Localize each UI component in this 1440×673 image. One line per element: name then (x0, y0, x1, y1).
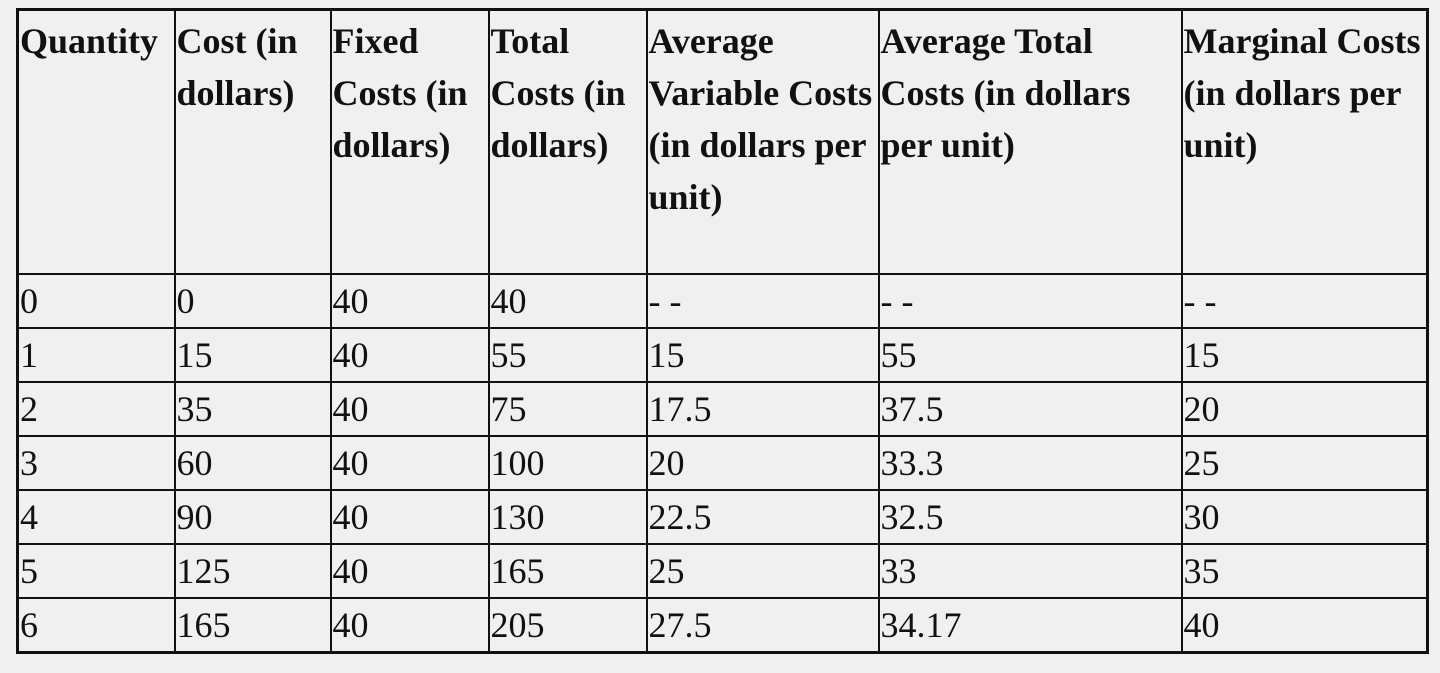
table-row: 6 165 40 205 27.5 34.17 40 (16, 597, 1429, 654)
cell-marginal-costs: 20 (1180, 381, 1429, 437)
cell-marginal-costs: 25 (1180, 435, 1429, 491)
cell-cost: 0 (173, 273, 332, 329)
cell-marginal-costs: - - (1180, 273, 1429, 329)
cell-marginal-costs: 40 (1180, 597, 1429, 654)
cell-average-total-costs: 33 (877, 543, 1183, 599)
cell-fixed-costs: 40 (329, 381, 490, 437)
table-row: 0 0 40 40 - - - - - - (16, 273, 1429, 329)
table-row: 1 15 40 55 15 55 15 (16, 327, 1429, 383)
table-row: 3 60 40 100 20 33.3 25 (16, 435, 1429, 491)
cell-cost: 165 (173, 597, 332, 654)
cell-marginal-costs: 15 (1180, 327, 1429, 383)
cell-average-variable-costs: 15 (645, 327, 880, 383)
cell-fixed-costs: 40 (329, 327, 490, 383)
cell-total-costs: 205 (487, 597, 648, 654)
cell-fixed-costs: 40 (329, 489, 490, 545)
cell-total-costs: 165 (487, 543, 648, 599)
header-cost: Cost (in dollars) (173, 8, 332, 275)
cell-average-variable-costs: 27.5 (645, 597, 880, 654)
header-total-costs: Total Costs (in dollars) (487, 8, 648, 275)
cell-cost: 90 (173, 489, 332, 545)
table-row: 4 90 40 130 22.5 32.5 30 (16, 489, 1429, 545)
cell-total-costs: 130 (487, 489, 648, 545)
header-marginal-costs: Marginal Costs (in dollars per unit) (1180, 8, 1429, 275)
cell-quantity: 6 (16, 597, 176, 654)
cost-table-container: Quantity Cost (in dollars) Fixed Costs (… (16, 8, 1429, 654)
header-fixed-costs: Fixed Costs (in dollars) (329, 8, 490, 275)
cell-average-variable-costs: 25 (645, 543, 880, 599)
table-row: 5 125 40 165 25 33 35 (16, 543, 1429, 599)
cell-fixed-costs: 40 (329, 543, 490, 599)
cell-quantity: 4 (16, 489, 176, 545)
cell-average-total-costs: 34.17 (877, 597, 1183, 654)
cell-average-total-costs: 33.3 (877, 435, 1183, 491)
cost-table: Quantity Cost (in dollars) Fixed Costs (… (16, 8, 1429, 654)
cell-total-costs: 75 (487, 381, 648, 437)
cell-average-total-costs: 32.5 (877, 489, 1183, 545)
cell-quantity: 5 (16, 543, 176, 599)
cell-cost: 15 (173, 327, 332, 383)
cell-cost: 125 (173, 543, 332, 599)
table-row: 2 35 40 75 17.5 37.5 20 (16, 381, 1429, 437)
cell-fixed-costs: 40 (329, 273, 490, 329)
cell-total-costs: 55 (487, 327, 648, 383)
header-quantity: Quantity (16, 8, 176, 275)
cell-average-variable-costs: 17.5 (645, 381, 880, 437)
cell-quantity: 2 (16, 381, 176, 437)
cell-fixed-costs: 40 (329, 597, 490, 654)
cell-quantity: 0 (16, 273, 176, 329)
cell-average-total-costs: - - (877, 273, 1183, 329)
cell-quantity: 3 (16, 435, 176, 491)
cell-average-variable-costs: - - (645, 273, 880, 329)
cell-total-costs: 40 (487, 273, 648, 329)
cell-quantity: 1 (16, 327, 176, 383)
cell-total-costs: 100 (487, 435, 648, 491)
cell-marginal-costs: 30 (1180, 489, 1429, 545)
cell-average-total-costs: 37.5 (877, 381, 1183, 437)
header-average-variable-costs: Average Variable Costs (in dollars per u… (645, 8, 880, 275)
cell-cost: 35 (173, 381, 332, 437)
header-average-total-costs: Average Total Costs (in dollars per unit… (877, 8, 1183, 275)
cell-average-total-costs: 55 (877, 327, 1183, 383)
cell-average-variable-costs: 20 (645, 435, 880, 491)
cell-cost: 60 (173, 435, 332, 491)
cell-fixed-costs: 40 (329, 435, 490, 491)
cell-marginal-costs: 35 (1180, 543, 1429, 599)
cell-average-variable-costs: 22.5 (645, 489, 880, 545)
header-row: Quantity Cost (in dollars) Fixed Costs (… (16, 8, 1429, 275)
